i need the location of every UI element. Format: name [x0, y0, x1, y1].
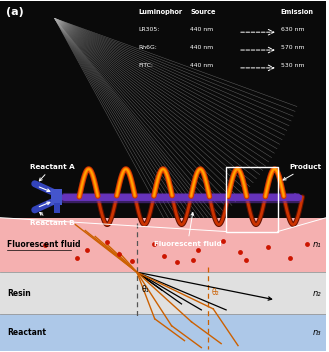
- Text: 440 nm: 440 nm: [190, 63, 214, 68]
- Bar: [0, 314, 326, 351]
- Text: FITC:: FITC:: [139, 63, 154, 68]
- Bar: [0, 1, 326, 218]
- Text: Emission: Emission: [281, 10, 314, 15]
- Text: n₃: n₃: [313, 328, 321, 337]
- Text: Source: Source: [190, 10, 216, 15]
- Text: 570 nm: 570 nm: [281, 45, 304, 50]
- Text: LR305:: LR305:: [139, 27, 160, 32]
- Bar: [51, 189, 63, 205]
- Text: Rh6G:: Rh6G:: [139, 45, 158, 50]
- Text: n₁: n₁: [313, 240, 321, 250]
- Text: n₂: n₂: [313, 289, 321, 297]
- Bar: [54, 203, 60, 213]
- Bar: [0, 272, 326, 314]
- Text: θ₁: θ₁: [142, 285, 149, 294]
- Text: Fluorescent fluid: Fluorescent fluid: [154, 213, 221, 247]
- Bar: [0, 218, 326, 272]
- Text: Product: Product: [283, 164, 322, 180]
- Text: 440 nm: 440 nm: [190, 27, 214, 32]
- Text: Resin: Resin: [7, 289, 31, 297]
- Bar: [226, 167, 278, 232]
- Text: Reactant B: Reactant B: [30, 212, 74, 226]
- Text: 530 nm: 530 nm: [281, 63, 304, 68]
- Text: Luminophor: Luminophor: [139, 10, 183, 15]
- Text: 630 nm: 630 nm: [281, 27, 304, 32]
- Text: Reactant: Reactant: [7, 328, 46, 337]
- Text: 440 nm: 440 nm: [190, 45, 214, 50]
- Text: θ₂: θ₂: [211, 288, 219, 297]
- Text: (a): (a): [6, 7, 24, 17]
- Text: Reactant A: Reactant A: [30, 164, 74, 181]
- Text: Fluorescent fluid: Fluorescent fluid: [7, 240, 81, 250]
